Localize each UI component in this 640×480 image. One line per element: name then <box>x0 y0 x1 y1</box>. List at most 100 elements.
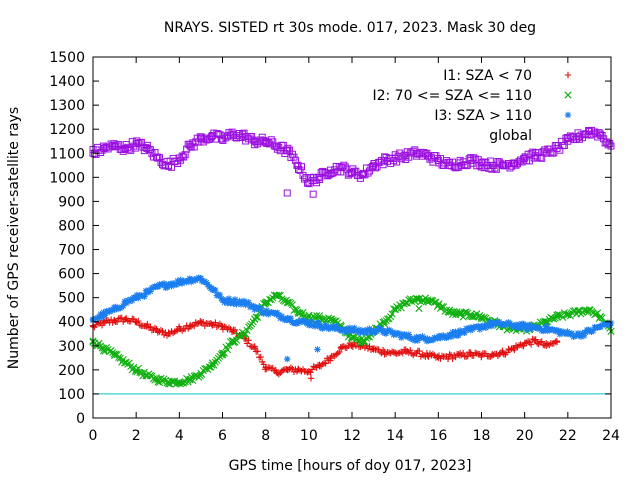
data-point-fill <box>197 275 204 282</box>
legend-marker <box>564 71 572 79</box>
data-point-fill <box>606 322 613 329</box>
legend-label: I1: SZA < 70 <box>443 68 532 84</box>
data-point-fill <box>352 327 360 335</box>
data-point-fill <box>388 310 396 318</box>
data-point-fill <box>237 301 245 308</box>
data-point-fill <box>429 350 437 358</box>
x-tick-label: 6 <box>218 428 227 444</box>
plot-frame: 0100200300400500600700800900100011001200… <box>49 50 620 444</box>
data-point-fill <box>373 328 381 335</box>
data-point-fill <box>482 324 490 331</box>
data-point-fill <box>135 295 142 302</box>
data-point-fill <box>523 325 530 333</box>
legend-marker <box>564 111 572 119</box>
data-point-fill <box>511 346 518 354</box>
data-point-fill <box>322 360 329 367</box>
outlier-point <box>284 355 291 363</box>
data-point-fill <box>520 342 527 350</box>
data-point-fill <box>366 325 373 332</box>
data-point-fill <box>526 339 533 346</box>
y-tick-label: 400 <box>58 315 85 331</box>
data-point-fill <box>446 351 453 358</box>
data-point-fill <box>404 348 411 355</box>
data-point-fill <box>136 321 144 329</box>
data-point-fill <box>240 297 248 305</box>
data-point-fill <box>430 298 439 307</box>
data-point-fill <box>225 295 233 302</box>
data-point-fill <box>459 349 467 357</box>
data-point-fill <box>245 299 252 306</box>
data-point-fill <box>316 175 324 183</box>
outlier-point <box>283 189 291 197</box>
data-point-fill <box>378 325 385 333</box>
data-point-fill <box>252 313 260 321</box>
y-tick-label: 700 <box>58 243 85 259</box>
y-tick-label: 100 <box>58 387 85 403</box>
data-point-fill <box>455 351 462 358</box>
data-point-fill <box>243 326 251 335</box>
data-point-fill <box>405 331 412 338</box>
data-point-fill <box>263 307 270 314</box>
data-point-fill <box>515 321 523 328</box>
data-point-fill <box>571 136 579 144</box>
data-point-fill <box>577 333 585 340</box>
data-point-fill <box>186 275 193 282</box>
data-point <box>434 156 442 164</box>
data-point-fill <box>172 327 180 335</box>
data-point-fill <box>124 317 131 324</box>
data-point-fill <box>230 300 237 307</box>
data-point-fill <box>580 306 588 315</box>
data-point-fill <box>287 314 295 322</box>
y-tick-label: 1200 <box>49 122 85 138</box>
data-point-fill <box>163 284 171 291</box>
data-point-fill <box>299 308 307 317</box>
data-point-fill <box>562 330 570 338</box>
data-point-fill <box>423 337 431 345</box>
data-point-fill <box>213 292 221 299</box>
data-point-fill <box>307 369 314 376</box>
data-point-fill <box>343 328 351 336</box>
data-point-fill <box>249 302 257 310</box>
data-point-fill <box>168 282 175 290</box>
data-point-fill <box>541 327 548 334</box>
x-tick-label: 0 <box>89 428 98 444</box>
data-point-fill <box>206 320 213 328</box>
data-point-fill <box>177 276 184 284</box>
x-tick-label: 22 <box>559 428 577 444</box>
data-point <box>273 311 280 318</box>
data-point-fill <box>461 329 468 337</box>
data-point-fill <box>274 309 281 316</box>
data-point-fill <box>132 294 139 301</box>
data-point-fill <box>251 306 258 313</box>
data-point-fill <box>134 364 142 373</box>
series-3 <box>89 126 615 188</box>
legend-label: global <box>489 128 532 144</box>
y-tick-label: 1400 <box>49 74 85 90</box>
data-point-fill <box>98 314 106 321</box>
x-tick-label: 10 <box>300 428 318 444</box>
data-point-fill <box>476 350 483 358</box>
data-point-fill <box>219 296 227 303</box>
data-point-fill <box>560 142 568 150</box>
data-point-fill <box>331 352 338 360</box>
y-tick-label: 1300 <box>49 98 85 114</box>
data-point-fill <box>363 329 370 336</box>
data-point-fill <box>532 336 539 343</box>
data-point-fill <box>494 352 502 360</box>
data-point-fill <box>109 307 116 314</box>
data-point-fill <box>307 318 314 326</box>
data-point-fill <box>159 328 166 335</box>
data-point-fill <box>288 301 297 309</box>
data-point-fill <box>297 163 305 171</box>
x-tick-label: 8 <box>261 428 270 444</box>
data-point-fill <box>407 347 414 354</box>
data-point-fill <box>473 350 480 357</box>
data-point-fill <box>227 325 234 333</box>
y-tick-label: 900 <box>58 194 85 210</box>
data-point-fill <box>490 351 497 359</box>
data-point-fill <box>192 319 199 326</box>
data-point-fill <box>524 337 532 345</box>
data-point-fill <box>414 337 422 344</box>
data-point-fill <box>447 333 455 340</box>
